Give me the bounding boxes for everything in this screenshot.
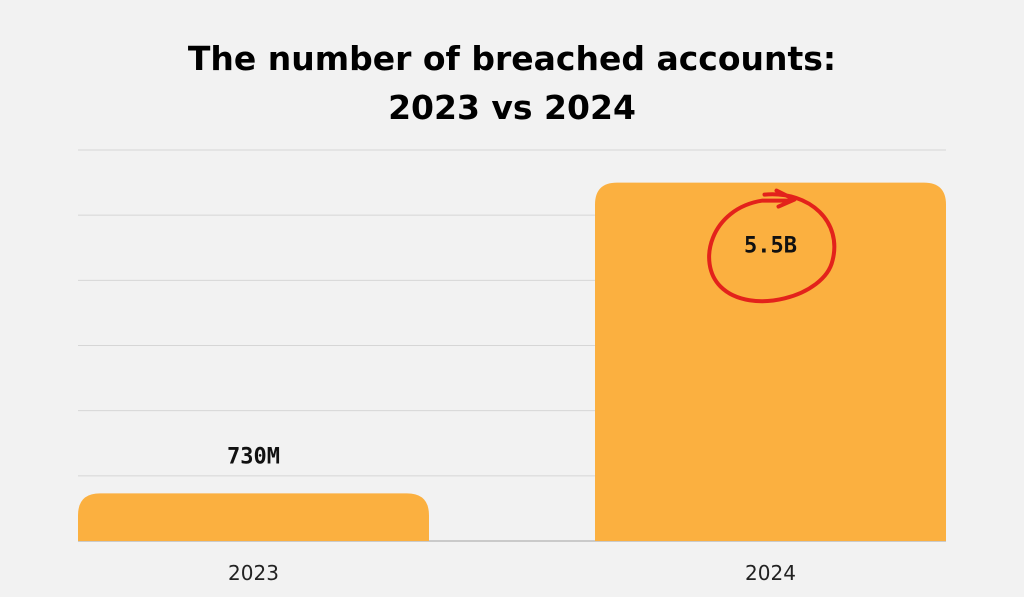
bar-2023	[78, 493, 429, 541]
bar-value-label-2024: 5.5B	[744, 234, 797, 259]
bar-labels: 730M 5.5B	[227, 188, 837, 469]
chart-subtitle: 2023 vs 2024	[388, 88, 636, 127]
x-tick-label-2023: 2023	[228, 561, 279, 585]
highlight-circle	[707, 188, 837, 304]
chart-title: The number of breached accounts:	[188, 39, 836, 78]
bar-2024	[595, 182, 946, 542]
bar-value-label-2023: 730M	[227, 444, 280, 469]
x-axis-ticks: 2023 2024	[228, 561, 796, 585]
bars	[78, 182, 946, 542]
x-tick-label-2024: 2024	[745, 561, 796, 585]
